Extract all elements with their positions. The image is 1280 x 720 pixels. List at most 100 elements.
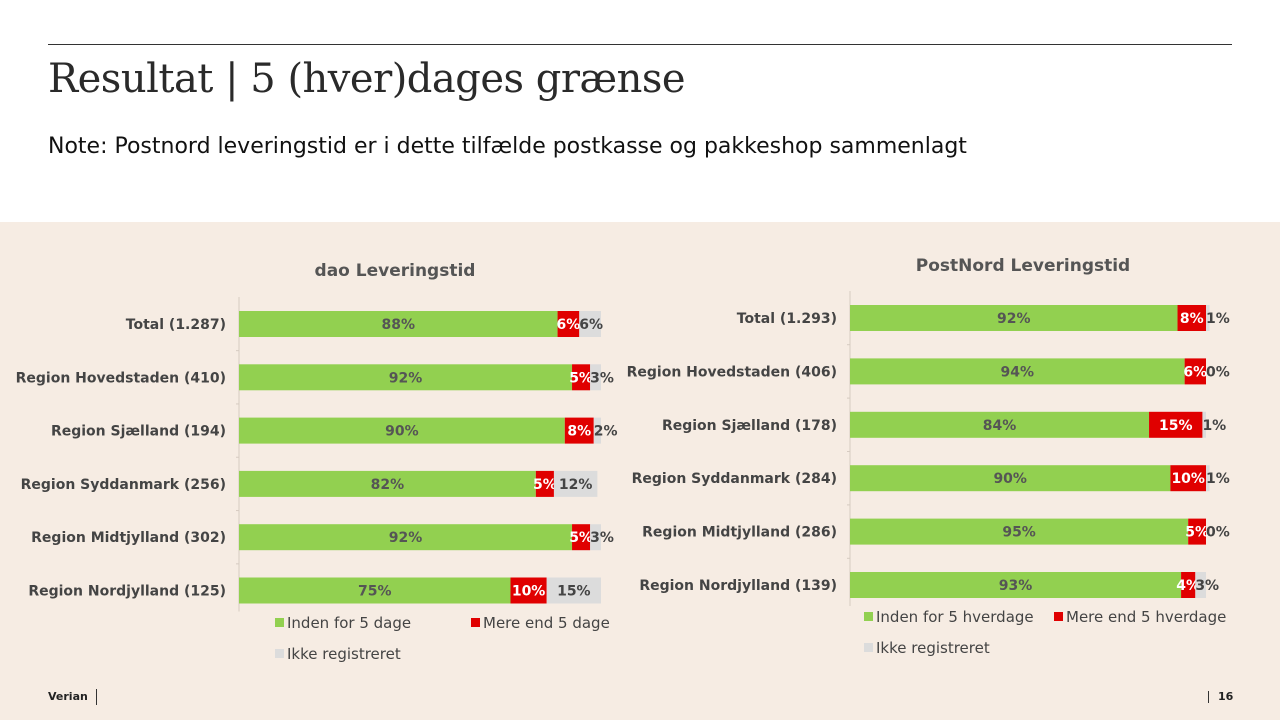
- category-label: Region Sjælland (194): [51, 424, 226, 440]
- legend-swatch: [275, 649, 284, 658]
- bar-segment: [510, 577, 547, 604]
- data-label: 75%: [358, 584, 392, 600]
- data-label: 90%: [385, 424, 419, 440]
- data-label: 5%: [569, 530, 593, 546]
- category-label: Region Midtjylland (286): [642, 525, 837, 541]
- bar-segment: [1206, 305, 1210, 331]
- bar-segment: [572, 364, 591, 391]
- category-label: Region Midtjylland (302): [31, 530, 226, 546]
- bar-segment: [1181, 572, 1196, 598]
- bar-segment: [239, 311, 558, 337]
- data-label: 0%: [1206, 525, 1230, 541]
- bar-segment: [239, 524, 573, 551]
- bar-segment: [850, 411, 1150, 438]
- data-label: 3%: [590, 370, 614, 386]
- legend-swatch: [1054, 612, 1063, 621]
- bar-segment: [1202, 411, 1206, 438]
- data-label: 0%: [1206, 364, 1230, 380]
- bar-segment: [535, 470, 554, 497]
- bar-segment: [1195, 572, 1206, 598]
- data-label: 90%: [993, 471, 1027, 487]
- data-label: 5%: [569, 370, 593, 386]
- footer-divider-left: [96, 689, 97, 705]
- data-label: 6%: [1183, 364, 1207, 380]
- data-label: 1%: [1202, 418, 1226, 434]
- bar-segment: [850, 465, 1171, 492]
- category-label: Region Nordjylland (125): [28, 584, 226, 600]
- bar-segment: [553, 470, 598, 497]
- data-label: 92%: [997, 311, 1031, 327]
- bar-segment: [564, 417, 594, 444]
- dao-chart: dao Leveringstid Total (1.287) 88% 6%6% Regi…: [16, 261, 618, 663]
- bar-segment: [239, 364, 573, 391]
- legend-label: Inden for 5 hverdage: [876, 608, 1034, 626]
- data-label: 94%: [1001, 364, 1035, 380]
- bar-segment: [1149, 411, 1203, 438]
- data-label: 95%: [1002, 525, 1036, 541]
- legend-swatch: [864, 643, 873, 652]
- data-label: 10%: [1171, 471, 1205, 487]
- legend-label: Inden for 5 dage: [287, 614, 411, 632]
- legend-swatch: [864, 612, 873, 621]
- bar-segment: [1188, 518, 1206, 545]
- chart-title: dao Leveringstid: [315, 261, 476, 281]
- category-label: Region Syddanmark (284): [632, 471, 837, 487]
- bar-segment: [1170, 465, 1206, 492]
- page-number: 16: [1218, 690, 1234, 703]
- data-label: 92%: [389, 530, 423, 546]
- bar-segment: [557, 311, 580, 337]
- category-label: Region Syddanmark (256): [21, 477, 226, 493]
- category-label: Region Sjælland (178): [662, 418, 837, 434]
- bar-segment: [590, 364, 601, 391]
- page-title: Resultat | 5 (hver)dages grænse: [48, 56, 686, 102]
- legend-label: Ikke registreret: [287, 645, 401, 663]
- bar-segment: [850, 518, 1189, 545]
- bar-segment: [593, 417, 601, 444]
- category-label: Region Nordjylland (139): [639, 578, 837, 594]
- data-label: 6%: [579, 317, 603, 333]
- bar-segment: [850, 358, 1185, 385]
- legend-swatch: [275, 618, 284, 627]
- bar-segment: [572, 524, 591, 551]
- note-text: Note: Postnord leveringstid er i dette t…: [48, 134, 967, 159]
- data-label: 82%: [371, 477, 405, 493]
- data-label: 15%: [557, 584, 591, 600]
- data-label: 1%: [1206, 311, 1230, 327]
- category-label: Total (1.287): [126, 317, 226, 333]
- data-label: 93%: [999, 578, 1033, 594]
- legend-label: Ikke registreret: [876, 639, 990, 657]
- data-label: 12%: [559, 477, 593, 493]
- category-label: Region Hovedstaden (410): [16, 370, 226, 386]
- bar-segment: [850, 305, 1178, 331]
- data-label: 3%: [1195, 578, 1219, 594]
- bar-segment: [1184, 358, 1206, 385]
- header-rule: [48, 44, 1232, 45]
- data-label: 92%: [389, 370, 423, 386]
- category-label: Region Hovedstaden (406): [627, 364, 837, 380]
- footer-brand: Verian: [48, 690, 88, 703]
- data-label: 8%: [567, 424, 591, 440]
- legend-label: Mere end 5 dage: [483, 614, 610, 632]
- bar-segment: [579, 311, 601, 337]
- bar-segment: [239, 417, 565, 444]
- chart-title: PostNord Leveringstid: [916, 256, 1130, 276]
- data-label: 8%: [1180, 311, 1204, 327]
- data-label: 84%: [983, 418, 1017, 434]
- legend-swatch: [471, 618, 480, 627]
- bar-segment: [546, 577, 601, 604]
- data-label: 15%: [1159, 418, 1193, 434]
- data-label: 88%: [382, 317, 416, 333]
- data-label: 6%: [557, 317, 581, 333]
- data-label: 10%: [512, 584, 546, 600]
- bar-segment: [850, 572, 1182, 598]
- data-label: 3%: [590, 530, 614, 546]
- bar-segment: [590, 524, 601, 551]
- data-label: 4%: [1176, 578, 1200, 594]
- footer-divider-right: [1208, 691, 1209, 703]
- bar-segment: [239, 470, 536, 497]
- category-label: Total (1.293): [737, 311, 837, 327]
- data-label: 5%: [1185, 525, 1209, 541]
- legend-label: Mere end 5 hverdage: [1066, 608, 1226, 626]
- data-label: 2%: [594, 424, 618, 440]
